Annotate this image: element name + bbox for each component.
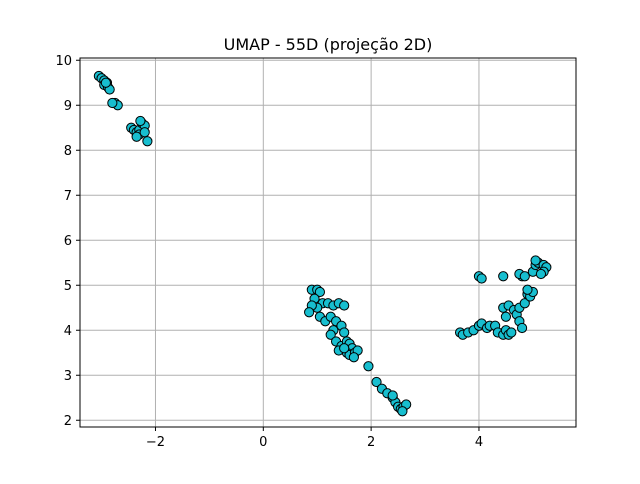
scatter-point <box>339 343 350 354</box>
scatter-point <box>519 271 530 282</box>
scatter-point <box>339 327 350 338</box>
scatter-point <box>387 390 398 401</box>
scatter-point <box>131 131 142 142</box>
scatter-point <box>135 115 146 127</box>
axis-ticks: −2 0 2 4 2 3 4 5 6 7 8 9 10 <box>55 54 483 450</box>
scatter-point <box>476 273 487 284</box>
scatter-point <box>371 376 382 388</box>
y-tick-label: 8 <box>64 144 72 159</box>
y-tick-label: 2 <box>64 414 72 429</box>
scatter-point <box>516 322 528 334</box>
y-tick-label: 10 <box>55 54 72 69</box>
scatter-point <box>142 136 153 147</box>
x-tick-label: 0 <box>259 435 267 450</box>
scatter-point <box>397 406 408 417</box>
y-tick-label: 3 <box>64 369 72 384</box>
x-tick-label: 4 <box>475 435 483 450</box>
y-tick-label: 6 <box>64 234 72 249</box>
scatter-point <box>530 255 541 266</box>
y-tick-label: 5 <box>64 279 72 294</box>
scatter-point <box>535 268 547 280</box>
scatter-point <box>498 271 509 282</box>
x-tick-label: 2 <box>367 435 375 450</box>
scatter-point <box>363 361 374 372</box>
y-tick-label: 4 <box>64 324 72 339</box>
scatter-point <box>339 300 350 311</box>
data-points <box>93 70 552 417</box>
axes-frame <box>79 57 577 428</box>
scatter-point <box>348 352 359 363</box>
grid <box>80 58 576 427</box>
scatter-point <box>500 311 512 322</box>
scatter-point <box>506 327 517 338</box>
scatter-point <box>325 329 336 340</box>
y-tick-label: 9 <box>64 99 72 114</box>
scatter-point <box>304 307 315 318</box>
scatter-point <box>107 97 118 109</box>
scatter-point <box>519 298 530 309</box>
chart-title: UMAP - 55D (projeção 2D) <box>224 35 433 54</box>
scatter-point <box>314 286 326 298</box>
y-tick-label: 7 <box>64 189 72 204</box>
scatter-point <box>522 284 533 295</box>
scatter-point <box>100 77 111 88</box>
x-tick-label: −2 <box>146 435 165 450</box>
scatter-point <box>139 127 150 138</box>
